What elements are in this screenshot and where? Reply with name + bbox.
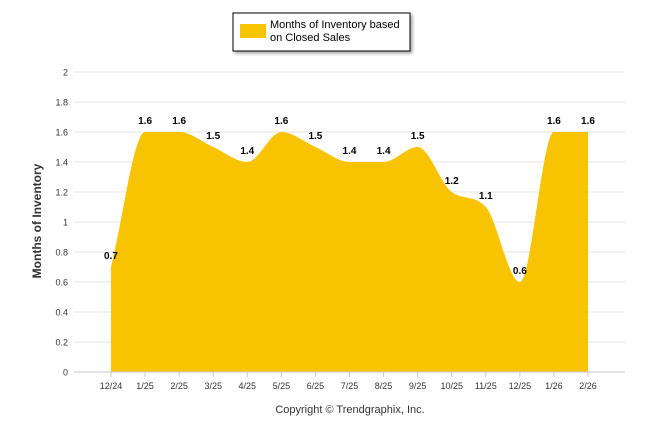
x-tick-label: 1/26 [545,381,563,391]
data-label: 1.4 [343,146,357,157]
x-tick-label: 6/25 [307,381,325,391]
data-label: 1.5 [206,131,220,142]
y-tick-label: 1.8 [55,98,68,108]
x-tick-label: 1/25 [136,381,154,391]
x-tick-label: 2/25 [170,381,188,391]
y-tick-label: 2 [63,68,68,78]
data-label: 1.6 [274,116,288,127]
data-label: 1.5 [411,131,425,142]
y-tick-labels: 0 0.2 0.4 0.6 0.8 1 1.2 1.4 1.6 1.8 2 [55,68,68,378]
y-tick-label: 1.6 [55,128,68,138]
x-tick-label: 3/25 [204,381,222,391]
legend-label-line-1: Months of Inventory based [270,19,400,31]
series-area-layer [111,132,588,372]
legend-label-line-2: on Closed Sales [270,32,351,44]
y-tick-label: 0.2 [55,338,68,348]
data-label: 1.6 [547,116,561,127]
x-tick-label: 5/25 [273,381,291,391]
x-tick-label: 7/25 [341,381,359,391]
x-tick-labels: 12/24 1/25 2/25 3/25 4/25 5/25 6/25 7/25 8/25 9/2… [100,372,597,391]
legend-swatch [240,24,266,38]
x-tick-label: 12/24 [100,381,123,391]
data-label: 1.6 [172,116,186,127]
x-tick-label: 11/25 [475,381,497,391]
y-tick-label: 0.4 [55,308,68,318]
copyright-footer: Copyright © Trendgraphix, Inc. [275,404,424,416]
y-tick-label: 1.2 [55,188,68,198]
data-label: 1.2 [445,176,459,187]
x-tick-label: 2/26 [579,381,597,391]
data-label: 0.6 [513,266,527,277]
x-tick-label: 4/25 [239,381,257,391]
data-labels: 0.7 1.6 1.6 1.5 1.4 1.6 1.5 1.4 1.4 1.5 1.2 1.1 0.6 1… [104,116,595,277]
data-label: 1.5 [308,131,322,142]
y-tick-label: 1 [63,218,68,228]
y-tick-label: 0.6 [55,278,68,288]
x-tick-label: 10/25 [440,381,463,391]
y-tick-label: 0 [63,368,68,378]
series-area [111,132,588,372]
x-tick-label: 9/25 [409,381,427,391]
data-label: 1.4 [240,146,254,157]
x-tick-label: 12/25 [509,381,532,391]
y-axis-title: Months of Inventory [30,163,44,278]
y-tick-label: 1.4 [55,158,68,168]
legend: Months of Inventory based on Closed Sale… [232,12,411,52]
data-label: 1.4 [377,146,391,157]
data-label: 1.6 [581,116,595,127]
data-label: 1.6 [138,116,152,127]
x-tick-label: 8/25 [375,381,393,391]
data-label: 1.1 [479,191,493,202]
data-label: 0.7 [104,251,118,262]
y-tick-label: 0.8 [55,248,68,258]
